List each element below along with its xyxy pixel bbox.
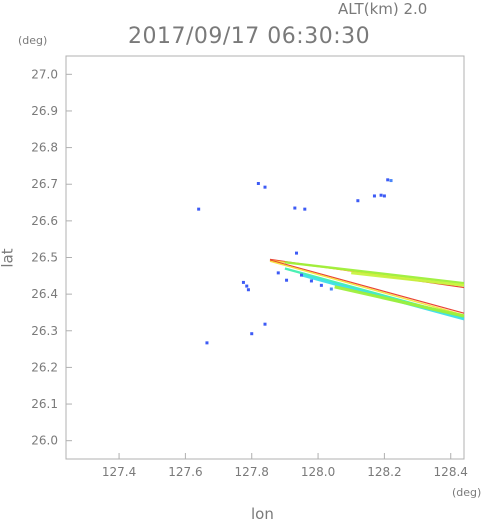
y-tick-label: 26.4 bbox=[31, 287, 58, 301]
y-tick-label: 26.6 bbox=[31, 214, 58, 228]
echo-point bbox=[319, 283, 323, 287]
echo-point bbox=[285, 278, 289, 282]
echo-point bbox=[256, 181, 260, 185]
x-tick-label: 127.8 bbox=[235, 465, 269, 479]
echo-point bbox=[389, 179, 393, 183]
echo-point bbox=[263, 322, 267, 326]
x-tick-label: 128.4 bbox=[434, 465, 468, 479]
echo-point bbox=[205, 341, 209, 345]
upper-band-layer bbox=[284, 261, 465, 285]
echo-point bbox=[276, 271, 280, 275]
echo-point bbox=[295, 251, 299, 255]
y-tick-label: 26.1 bbox=[31, 397, 58, 411]
y-axis-unit: (deg) bbox=[18, 34, 48, 47]
echo-point bbox=[241, 280, 245, 284]
x-tick-label: 127.4 bbox=[102, 465, 136, 479]
echo-layer bbox=[197, 178, 393, 345]
y-tick-label: 27.0 bbox=[31, 67, 58, 81]
echo-point bbox=[356, 199, 360, 203]
y-tick-label: 26.9 bbox=[31, 104, 58, 118]
x-tick-label: 128.2 bbox=[367, 465, 401, 479]
upper-band-layer bbox=[351, 271, 465, 287]
echo-point bbox=[246, 288, 250, 292]
y-tick-label: 26.7 bbox=[31, 177, 58, 191]
lower-band-layer bbox=[269, 260, 465, 316]
y-tick-label: 26.8 bbox=[31, 141, 58, 155]
x-axis-unit: (deg) bbox=[452, 486, 482, 499]
y-tick-label: 26.5 bbox=[31, 251, 58, 265]
altitude-label: ALT(km) 2.0 bbox=[338, 0, 428, 18]
timestamp-title: 2017/09/17 06:30:30 bbox=[128, 24, 371, 49]
y-tick-label: 26.0 bbox=[31, 434, 58, 448]
x-tick-label: 128.0 bbox=[301, 465, 335, 479]
lower-band-layer bbox=[334, 285, 465, 318]
echo-point bbox=[386, 178, 390, 182]
echo-point bbox=[382, 194, 386, 198]
echo-point bbox=[372, 194, 376, 198]
y-tick-label: 26.2 bbox=[31, 360, 58, 374]
echo-point bbox=[379, 193, 383, 197]
echo-point bbox=[309, 279, 313, 283]
x-tick-label: 127.6 bbox=[168, 465, 202, 479]
echo-point bbox=[263, 185, 267, 189]
echo-point bbox=[197, 207, 201, 211]
y-axis-title: lat bbox=[0, 248, 17, 268]
streak-layer bbox=[269, 258, 465, 321]
echo-point bbox=[299, 273, 303, 277]
plot-frame bbox=[65, 55, 465, 460]
echo-point bbox=[303, 207, 307, 211]
echo-point bbox=[245, 284, 249, 288]
echo-point bbox=[293, 206, 297, 210]
x-axis-title: lon bbox=[251, 505, 274, 523]
echo-point bbox=[329, 287, 333, 291]
x-axis-ticks: 127.4 127.6 127.8 128.0 128.2 128.4 bbox=[102, 453, 468, 479]
y-tick-label: 26.3 bbox=[31, 324, 58, 338]
lower-band-layer bbox=[269, 259, 465, 314]
echo-point bbox=[250, 332, 254, 336]
y-axis-ticks: 26.0 26.1 26.2 26.3 26.4 26.5 26.6 26.7 26.8 26.9… bbox=[31, 67, 72, 448]
